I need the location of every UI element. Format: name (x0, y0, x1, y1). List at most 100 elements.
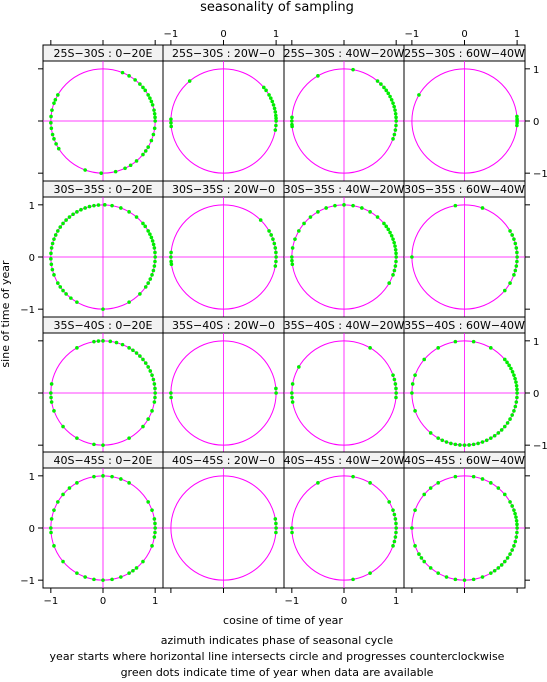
data-point (49, 262, 54, 267)
data-point (419, 556, 424, 560)
data-point (148, 232, 152, 236)
data-point (272, 241, 277, 246)
data-point (471, 577, 476, 582)
data-point (274, 119, 278, 123)
data-point (271, 103, 276, 107)
data-point (514, 383, 519, 388)
data-point (141, 152, 145, 157)
data-point (512, 237, 516, 241)
y-tick-label: −1 (533, 169, 547, 180)
data-point (127, 436, 131, 440)
data-point (290, 395, 294, 400)
data-point (391, 508, 395, 512)
data-point (489, 436, 493, 440)
data-point (150, 103, 155, 107)
data-point (114, 340, 119, 345)
data-point (108, 339, 113, 344)
data-point (368, 210, 372, 214)
data-point (393, 244, 397, 248)
data-point (87, 204, 92, 209)
data-point (394, 386, 398, 391)
data-point (484, 438, 489, 443)
panel: 25S−30S : 40W−20W (283, 44, 405, 182)
data-point (131, 568, 135, 573)
data-point (146, 417, 150, 421)
data-point (49, 251, 53, 256)
data-point (92, 474, 96, 479)
data-point (413, 409, 417, 413)
data-point (503, 424, 507, 429)
data-point (512, 373, 516, 377)
data-point (141, 221, 145, 226)
data-point (53, 97, 58, 102)
data-point (393, 247, 398, 252)
data-point (471, 474, 476, 479)
caption-line-1: azimuth indicates phase of seasonal cycl… (161, 634, 394, 647)
data-point (382, 221, 386, 226)
data-point (138, 354, 142, 358)
data-point (422, 357, 426, 362)
x-tick-label: 1 (152, 596, 158, 607)
data-point (368, 571, 372, 575)
data-point (410, 391, 414, 395)
data-point (146, 281, 150, 285)
data-point (152, 400, 157, 404)
data-point (52, 237, 56, 241)
data-point (149, 99, 154, 104)
data-point (512, 273, 516, 277)
data-point (351, 203, 355, 208)
panel-strip-label: 30S−35S : 40W−20W (284, 183, 405, 196)
data-point (92, 203, 96, 208)
data-point (149, 138, 154, 143)
x-tick-label: 1 (514, 29, 520, 40)
data-point (514, 518, 519, 523)
panel-strip-label: 35S−40S : 20W−0 (172, 319, 275, 332)
data-point (393, 108, 397, 112)
panel-strip-label: 30S−35S : 20W−0 (172, 183, 275, 196)
data-point (514, 264, 519, 268)
data-point (127, 571, 131, 575)
data-point (50, 108, 54, 112)
panel: 25S−30S : 0−20E (42, 44, 164, 182)
data-point (428, 431, 433, 435)
data-point (290, 119, 294, 123)
data-point (96, 203, 101, 207)
data-point (368, 346, 372, 350)
data-point (152, 246, 157, 250)
data-point (134, 159, 139, 163)
data-point (290, 526, 294, 530)
data-point (391, 544, 395, 548)
data-point (267, 229, 271, 233)
data-point (333, 203, 337, 208)
data-point (152, 517, 157, 521)
y-axis-title: sine of time of year (0, 260, 12, 368)
data-point (61, 492, 65, 497)
data-point (271, 237, 275, 241)
data-point (413, 544, 417, 548)
data-point (515, 391, 519, 395)
data-point (262, 85, 266, 90)
data-point (49, 530, 53, 535)
data-point (290, 400, 295, 404)
data-point (153, 395, 157, 400)
data-point (270, 99, 275, 104)
data-point (273, 246, 278, 250)
data-point (49, 257, 53, 261)
data-point (503, 492, 507, 497)
data-point (92, 442, 96, 447)
data-point (428, 486, 433, 490)
data-point (75, 481, 79, 485)
data-point (153, 386, 157, 391)
data-point (388, 230, 392, 235)
data-point (128, 163, 133, 168)
data-point (149, 235, 154, 240)
data-point (413, 508, 417, 512)
data-point (324, 206, 328, 210)
data-point (75, 300, 79, 304)
data-point (513, 376, 517, 381)
data-point (49, 395, 53, 400)
data-point (388, 94, 392, 99)
y-tick-label: 0 (533, 389, 539, 400)
data-point (274, 113, 278, 118)
data-point (99, 171, 103, 175)
